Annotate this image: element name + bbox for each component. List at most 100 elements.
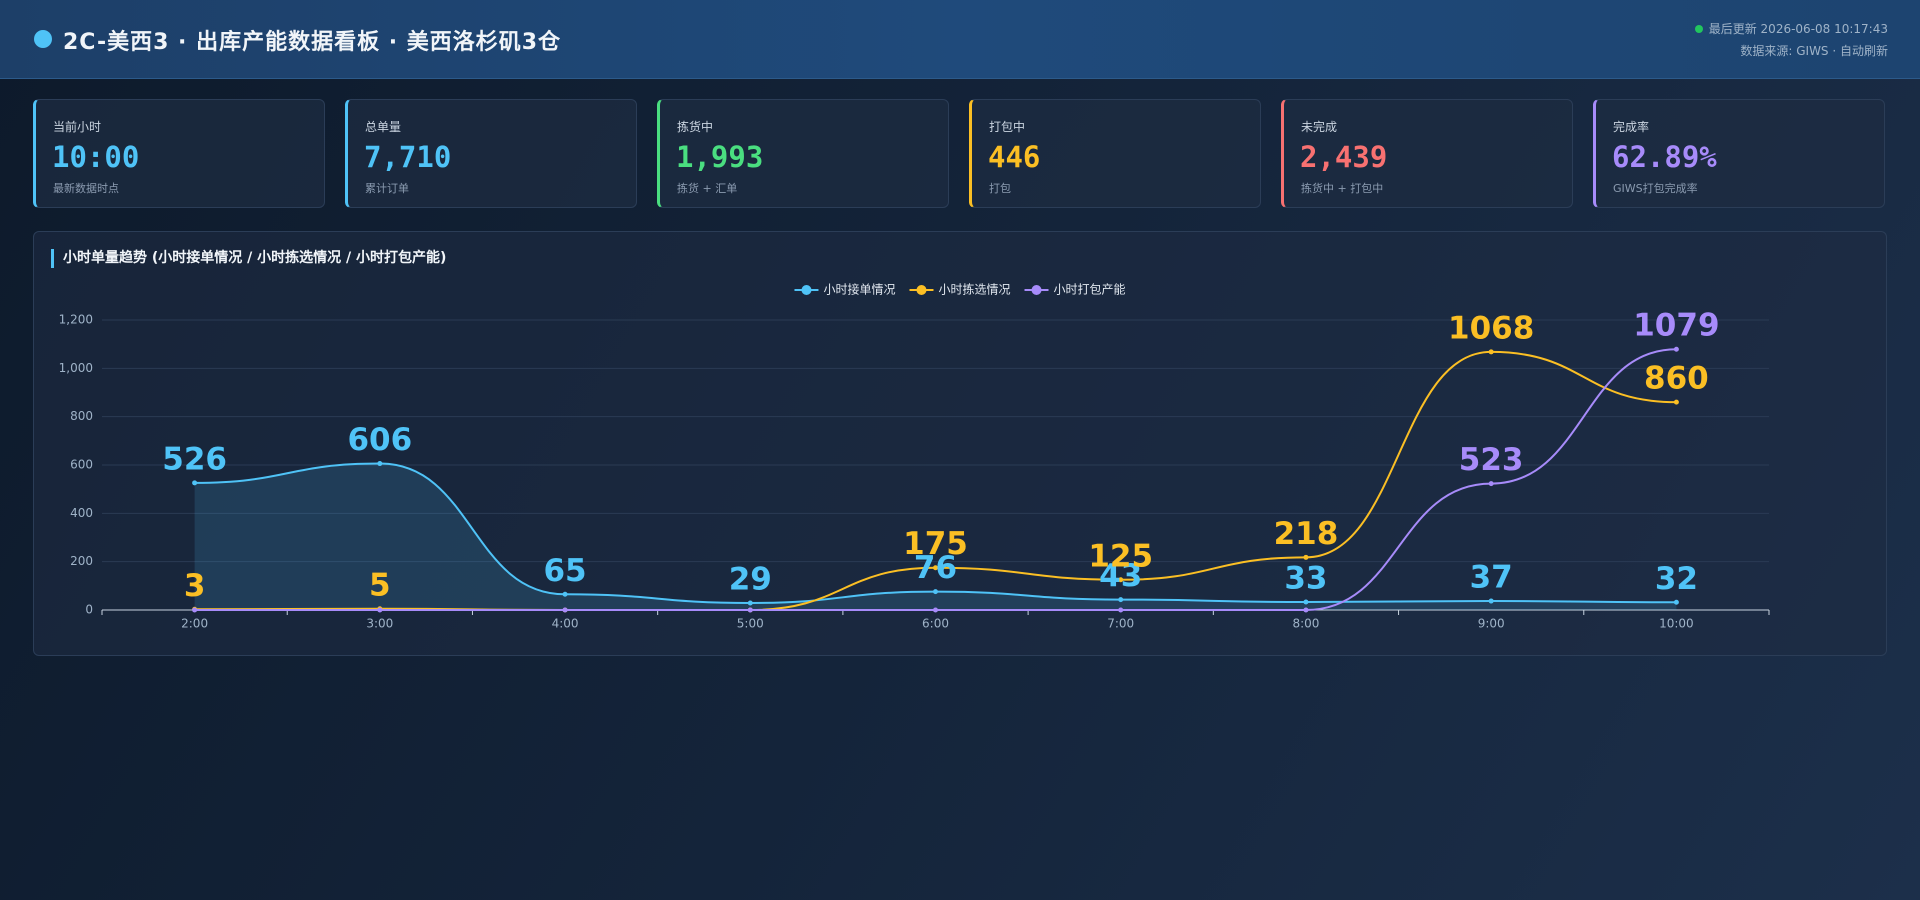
data-point	[1303, 554, 1309, 560]
data-label: 606	[347, 422, 412, 458]
data-point	[933, 589, 938, 595]
x-tick-label: 5:00	[737, 617, 764, 631]
x-tick-label: 4:00	[552, 617, 579, 631]
legend-label: 小时拣选情况	[938, 282, 1010, 297]
kpi-card: 当前小时 10:00 最新数据时点	[33, 99, 325, 208]
data-label: 125	[1088, 538, 1153, 574]
data-label: 37	[1470, 560, 1513, 596]
data-point	[1673, 599, 1679, 605]
series-area	[194, 463, 1677, 610]
data-point	[1488, 481, 1494, 487]
data-point	[192, 480, 198, 486]
y-tick-label: 400	[70, 506, 93, 520]
kpi-note: 拣货中 + 打包中	[1301, 182, 1384, 195]
legend-dot	[801, 285, 812, 295]
chart-title: 小时单量趋势 (小时接单情况 / 小时拣选情况 / 小时打包产能)	[63, 249, 446, 266]
kpi-note: GIWS打包完成率	[1613, 182, 1698, 195]
kpi-label: 未完成	[1301, 120, 1338, 134]
y-tick-label: 600	[70, 458, 93, 472]
data-point	[1118, 597, 1124, 603]
kpi-label: 当前小时	[53, 120, 102, 134]
data-point	[1673, 399, 1679, 405]
kpi-note: 累计订单	[365, 182, 409, 195]
data-point	[562, 591, 568, 597]
x-tick-label: 3:00	[366, 617, 393, 631]
data-point	[562, 607, 568, 613]
kpi-note: 拣货 + 汇单	[677, 182, 738, 195]
legend-item: 小时打包产能	[1024, 283, 1126, 297]
legend-item: 小时接单情况	[794, 282, 895, 297]
status-dot	[34, 30, 52, 48]
data-point	[747, 600, 753, 606]
kpi-label: 拣货中	[677, 120, 714, 134]
data-label: 5	[369, 567, 391, 603]
data-point	[1118, 577, 1124, 583]
data-point	[1673, 346, 1679, 352]
kpi-value: 10:00	[52, 140, 140, 174]
kpi-value: 2,439	[1300, 140, 1388, 174]
y-tick-label: 200	[70, 554, 93, 568]
data-label: 29	[729, 561, 772, 597]
x-tick-label: 10:00	[1659, 617, 1694, 631]
kpi-label: 打包中	[989, 120, 1026, 134]
data-label: 218	[1274, 516, 1339, 552]
y-tick-label: 0	[85, 603, 93, 617]
kpi-value: 446	[988, 140, 1041, 174]
data-label: 860	[1644, 361, 1709, 397]
data-point	[1303, 607, 1309, 613]
x-tick-label: 8:00	[1292, 617, 1319, 631]
data-point	[747, 607, 753, 613]
series-line	[194, 348, 1677, 611]
legend-dot	[1031, 285, 1042, 295]
kpi-note: 最新数据时点	[53, 182, 119, 195]
kpi-value: 62.89%	[1612, 140, 1717, 174]
kpi-value: 1,993	[676, 140, 764, 174]
data-label: 1079	[1633, 308, 1719, 344]
data-point	[1303, 599, 1309, 605]
data-point	[377, 461, 383, 467]
data-label: 43	[1099, 558, 1142, 594]
kpi-value: 7,710	[364, 140, 452, 174]
header: 2C-美西3 · 出库产能数据看板 · 美西洛杉矶3仓 最后更新 2026-06…	[0, 0, 1920, 79]
data-point	[377, 607, 383, 613]
series-line	[194, 462, 1677, 604]
data-source: 数据来源: GIWS · 自动刷新	[1740, 44, 1888, 58]
last-updated: 最后更新 2026-06-08 10:17:43	[1695, 20, 1888, 37]
kpi-card: 拣货中 1,993 拣货 + 汇单	[657, 99, 949, 208]
x-tick-label: 9:00	[1478, 617, 1505, 631]
data-point	[1488, 598, 1494, 604]
data-label: 526	[162, 441, 227, 477]
data-label: 175	[903, 526, 968, 562]
data-point	[933, 607, 938, 613]
chart-panel	[33, 231, 1887, 656]
data-point	[1118, 607, 1124, 613]
y-tick-label: 800	[70, 409, 93, 423]
x-tick-label: 7:00	[1107, 617, 1134, 631]
data-label: 65	[543, 553, 586, 589]
legend-dot	[916, 285, 927, 295]
kpi-note: 打包	[989, 182, 1011, 195]
data-point	[933, 565, 938, 571]
data-label: 1068	[1448, 310, 1534, 346]
data-label: 76	[914, 550, 957, 586]
kpi-card: 完成率 62.89% GIWS打包完成率	[1593, 99, 1885, 208]
data-label: 523	[1459, 442, 1524, 478]
data-label: 33	[1284, 561, 1327, 597]
data-label: 3	[184, 568, 206, 604]
y-tick-label: 1,200	[59, 313, 93, 327]
kpi-card: 总单量 7,710 累计订单	[345, 99, 637, 208]
page-title: 2C-美西3 · 出库产能数据看板 · 美西洛杉矶3仓	[63, 30, 562, 55]
kpi-card: 未完成 2,439 拣货中 + 打包中	[1281, 99, 1573, 208]
x-tick-label: 6:00	[922, 617, 949, 631]
y-tick-label: 1,000	[59, 361, 93, 375]
kpi-label: 总单量	[365, 120, 402, 134]
kpi-card: 打包中 446 打包	[969, 99, 1261, 208]
data-point	[192, 607, 198, 613]
title-accent	[51, 249, 54, 268]
legend-label: 小时打包产能	[1054, 283, 1126, 297]
legend-item: 小时拣选情况	[909, 282, 1011, 297]
legend-label: 小时接单情况	[823, 282, 895, 297]
data-label: 32	[1655, 561, 1698, 597]
